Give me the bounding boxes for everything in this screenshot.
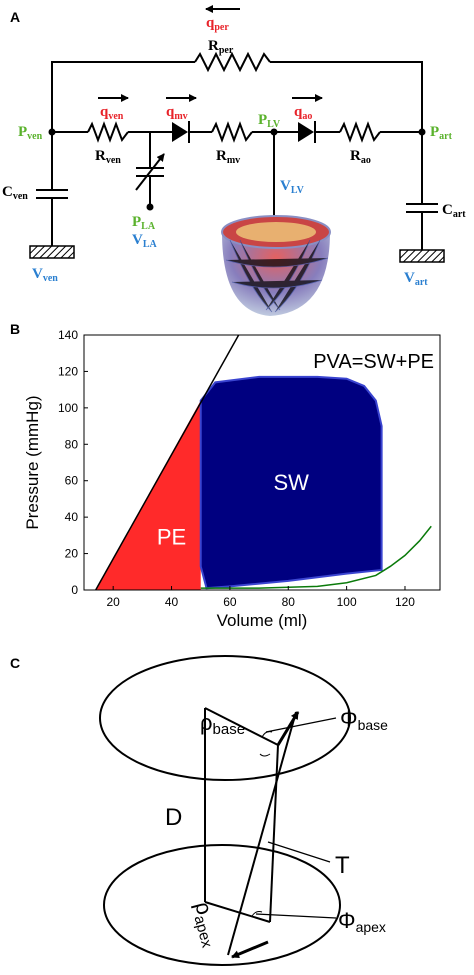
svg-text:qmv: qmv [166,104,188,122]
svg-text:Pven: Pven [18,124,43,142]
ground-ven [29,245,75,259]
y-tick-label: 100 [58,401,78,415]
espvr-line [95,335,240,590]
bypass-wire [51,61,195,132]
panel-a-label: A [10,9,20,25]
edpvr-curve [200,525,432,589]
r-ven-resistor [87,121,129,143]
panel-b-label: B [10,321,20,337]
panel-a-labels: qper Rper qven qmv qao Pven PLV Part Rve… [2,15,466,288]
svg-text:Rper: Rper [208,38,234,56]
y-tick-label: 80 [65,437,79,451]
svg-text:VLA: VLA [132,232,158,250]
apex-ellipse [103,844,341,966]
node-la [146,203,154,211]
x-tick-label: 40 [165,595,179,609]
y-tick-label: 20 [65,547,79,561]
torsion-diagram [99,655,351,966]
bypass-wire-right [270,61,423,130]
svg-text:Rven: Rven [95,148,121,166]
base-rotation-arrow [276,711,300,746]
pva-annotation: PVA=SW+PE [313,351,434,373]
svg-text:D: D [165,804,182,831]
node-lv [270,128,278,136]
r-mv-resistor [211,121,253,143]
y-tick-label: 60 [65,474,79,488]
plot-frame [83,334,441,591]
y-tick-label: 120 [58,364,78,378]
svg-text:VLV: VLV [280,178,305,196]
x-axis-label: Volume (ml) [217,611,308,630]
aortic-valve-diode [298,122,314,142]
svg-text:Vven: Vven [32,266,58,284]
panel-c-label: C [10,655,20,671]
cylinder-right [269,744,279,923]
sw-label: SW [273,470,309,495]
pe-label: PE [157,524,186,549]
base-ellipse [99,655,351,781]
svg-text:qao: qao [294,104,312,122]
y-axis-label: Pressure (mmHg) [23,395,42,529]
node-art [418,128,426,136]
circuit [36,51,438,250]
mitral-valve-diode [172,122,188,142]
plot-area [95,335,432,590]
x-tick-label: 100 [337,595,357,609]
pv-loop-chart: 20 40 60 80 100 120 0 20 40 60 80 100 120 140 Volume (… [23,328,441,630]
svg-text:Rmv: Rmv [216,148,240,166]
svg-text:Cart: Cart [442,202,466,220]
svg-text:Vart: Vart [404,270,428,288]
svg-text:Φapex: Φapex [338,908,386,935]
svg-text:Rao: Rao [350,148,371,166]
heart-illustration [221,215,331,316]
sw-region [199,375,383,590]
x-tick-label: 80 [282,595,296,609]
y-tick-label: 140 [58,328,78,342]
r-ao-resistor [339,121,381,143]
x-tick-label: 120 [395,595,415,609]
y-tick-label: 0 [71,583,78,597]
panel-c-labels: ρbase Φbase D T Φapex ρapex [165,706,388,950]
svg-text:Φbase: Φbase [340,706,388,733]
x-tick-label: 60 [223,595,237,609]
x-tick-label: 20 [107,595,121,609]
svg-text:PLV: PLV [258,112,281,130]
r-per-resistor [194,51,271,73]
ground-art [399,249,445,263]
svg-text:Part: Part [430,124,453,142]
svg-text:qper: qper [206,15,229,33]
svg-text:Cven: Cven [2,184,28,202]
svg-text:PLA: PLA [132,214,156,232]
twist-line [227,711,297,956]
apex-rotation-arrow [231,940,269,959]
svg-text:ρbase: ρbase [200,710,245,738]
y-tick-label: 40 [65,510,79,524]
node-ven [48,128,56,136]
svg-text:qven: qven [100,104,124,122]
svg-text:T: T [335,852,350,879]
